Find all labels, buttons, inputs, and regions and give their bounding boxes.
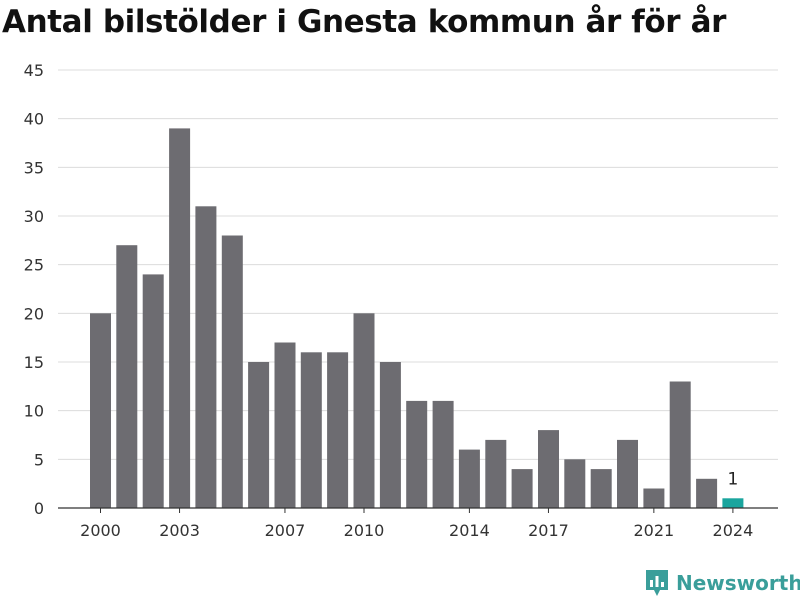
y-tick-label: 5	[34, 450, 44, 469]
bar-2021	[643, 488, 665, 508]
y-tick-label: 15	[24, 353, 44, 372]
y-tick-label: 20	[24, 304, 44, 323]
data-labels: 1	[727, 469, 738, 489]
data-label-2024: 1	[727, 469, 738, 489]
x-tick-label: 2000	[80, 521, 121, 540]
bar-2013	[432, 400, 454, 508]
bar-2002	[142, 274, 164, 508]
y-axis-ticks: 0 5 10 15 20 25 30 35 40 45	[24, 61, 44, 518]
brand: Newsworthy	[644, 568, 800, 598]
x-tick-label: 2007	[265, 521, 306, 540]
bar-2009	[327, 352, 349, 508]
bar-2001	[116, 245, 138, 508]
y-tick-label: 35	[24, 158, 44, 177]
bar-2006	[248, 362, 270, 508]
bar-2022	[669, 381, 691, 508]
x-tick-label: 2021	[633, 521, 674, 540]
bar-2015	[485, 439, 507, 508]
x-tick-label: 2003	[159, 521, 200, 540]
bar-2003	[169, 128, 191, 508]
bar-2004	[195, 206, 217, 509]
bar-2010	[353, 313, 375, 508]
y-tick-label: 0	[34, 499, 44, 518]
bar-2016	[511, 469, 533, 508]
bar-2024	[722, 498, 744, 508]
y-tick-label: 30	[24, 207, 44, 226]
bar-2008	[300, 352, 322, 508]
bars	[90, 128, 744, 509]
bar-2005	[221, 235, 243, 508]
x-tick-label: 2017	[528, 521, 569, 540]
bar-2011	[379, 362, 401, 508]
bar-2017	[538, 430, 559, 508]
newsworthy-logo-icon	[646, 570, 668, 596]
y-tick-label: 45	[24, 61, 44, 80]
bar-2020	[617, 439, 638, 508]
x-tick-label: 2014	[449, 521, 490, 540]
chart-title: Antal bilstölder i Gnesta kommun år för …	[2, 4, 726, 40]
bar-2007	[274, 342, 296, 508]
y-tick-label: 10	[24, 402, 44, 421]
x-tick-label: 2024	[713, 521, 754, 540]
bar-2023	[696, 478, 718, 508]
x-tick-label: 2010	[344, 521, 385, 540]
brand-name: Newsworthy	[676, 571, 800, 595]
bar-2000	[90, 313, 111, 508]
bar-2018	[564, 459, 586, 508]
bar-2019	[590, 469, 612, 508]
y-tick-label: 25	[24, 256, 44, 275]
x-axis-ticks: 2000 2003 2007 2010 2014 2017 2021 2024	[80, 508, 753, 540]
bar-2012	[406, 400, 428, 508]
bar-2014	[458, 449, 480, 508]
y-tick-label: 40	[24, 110, 44, 129]
